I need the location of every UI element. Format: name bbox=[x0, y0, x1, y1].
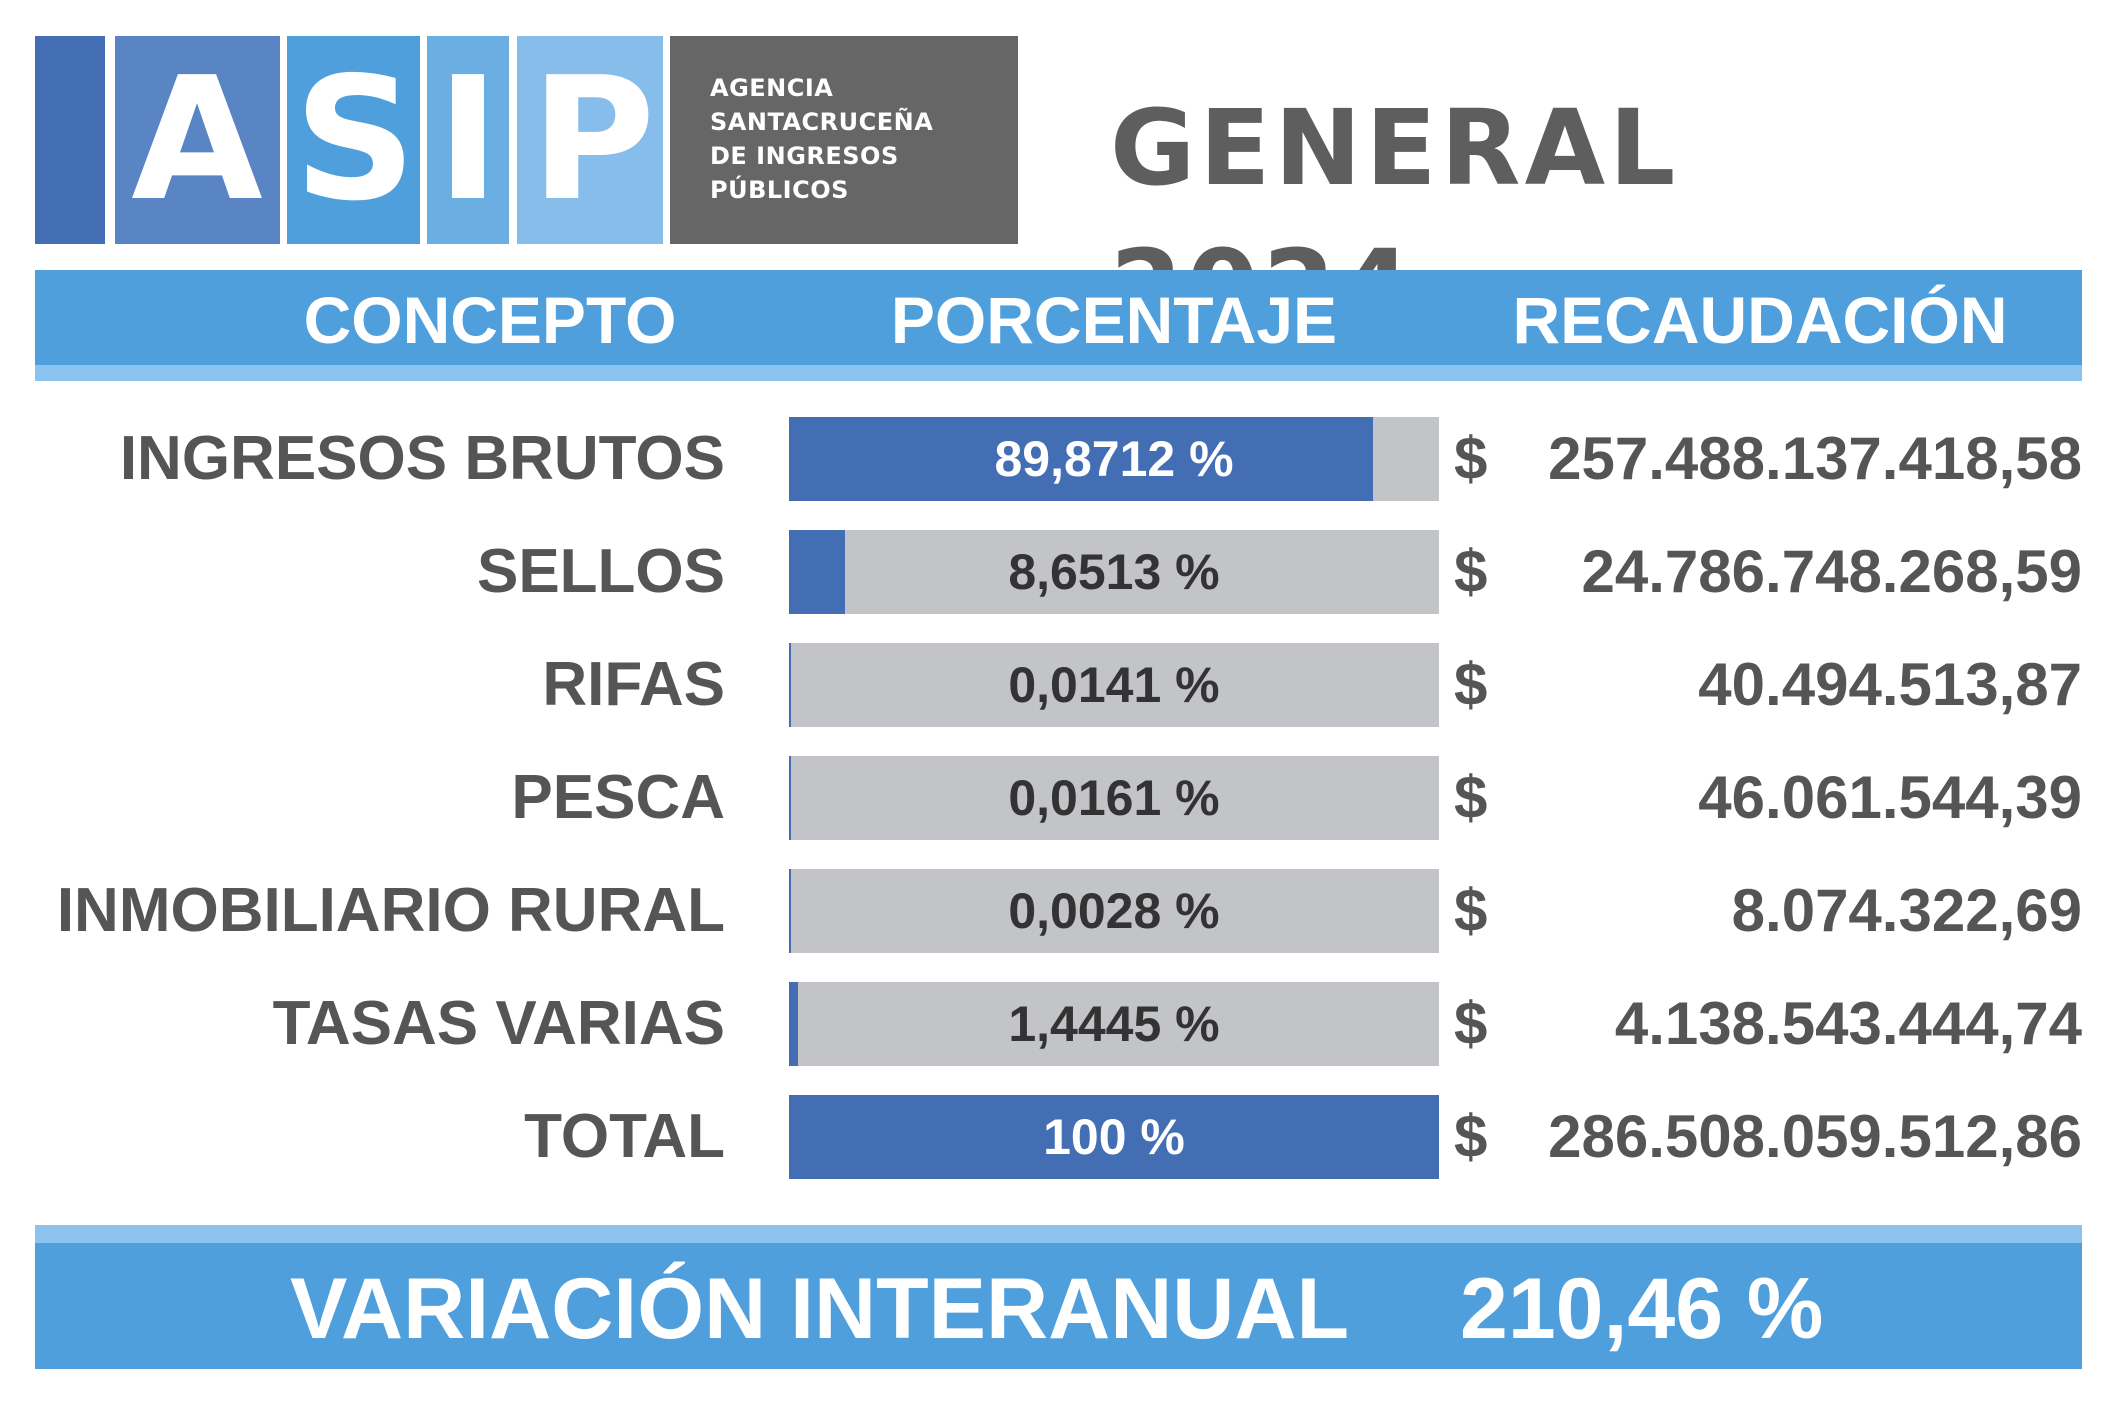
amount-value: 286.508.059.512,86 bbox=[1548, 1103, 2082, 1170]
bar bbox=[789, 643, 791, 727]
currency-symbol: $ bbox=[1454, 990, 1488, 1057]
variation-label: VARIACIÓN INTERANUAL bbox=[290, 1261, 1350, 1357]
agency-line-3: DE INGRESOS bbox=[710, 142, 899, 170]
header-concepto: CONCEPTO bbox=[303, 283, 677, 357]
currency-symbol: $ bbox=[1454, 1103, 1488, 1170]
header-porcentaje: PORCENTAJE bbox=[890, 283, 1338, 357]
bar-track: 0,0161 % bbox=[789, 756, 1439, 840]
logo-block-4 bbox=[427, 36, 509, 244]
amount-value: 40.494.513,87 bbox=[1698, 651, 2082, 718]
bar-category-label: TASAS VARIAS bbox=[272, 989, 725, 1058]
asip-logo: A S I P AGENCIA SANTACRUCEÑA DE INGRESOS… bbox=[35, 36, 1018, 244]
logo-block-5 bbox=[517, 36, 663, 244]
bar bbox=[789, 982, 798, 1066]
logo-letter-s: S bbox=[293, 41, 417, 239]
agency-line-4: PÚBLICOS bbox=[710, 176, 849, 204]
logo-letter-p: P bbox=[530, 41, 656, 239]
amount-value: 46.061.544,39 bbox=[1698, 764, 2082, 831]
bar-category-label: RIFAS bbox=[542, 650, 725, 719]
logo-letter-i: I bbox=[436, 41, 500, 239]
currency-symbol: $ bbox=[1454, 877, 1488, 944]
agency-line-2: SANTACRUCEÑA bbox=[710, 108, 934, 136]
bar-track: 100 % bbox=[789, 1095, 1439, 1179]
agency-line-1: AGENCIA bbox=[710, 74, 834, 102]
bar-value-label: 0,0161 % bbox=[1008, 770, 1220, 826]
agency-name-box: AGENCIA SANTACRUCEÑA DE INGRESOS PÚBLICO… bbox=[670, 36, 1018, 244]
column-header-underline bbox=[35, 365, 2082, 381]
bar-category-label: PESCA bbox=[511, 763, 725, 832]
footer-band bbox=[35, 1243, 2082, 1369]
amount-value: 24.786.748.268,59 bbox=[1581, 538, 2082, 605]
bar-value-label: 0,0028 % bbox=[1008, 883, 1220, 939]
bar bbox=[789, 417, 1373, 501]
amount-value: 4.138.543.444,74 bbox=[1614, 990, 2082, 1057]
bar-track: 89,8712 % bbox=[789, 417, 1439, 501]
bar-value-label: 1,4445 % bbox=[1008, 996, 1220, 1052]
footer-top-strip bbox=[35, 1225, 2082, 1243]
bar-value-label: 8,6513 % bbox=[1008, 544, 1220, 600]
amount-value: 8.074.322,69 bbox=[1731, 877, 2082, 944]
bar bbox=[789, 869, 791, 953]
bar bbox=[789, 530, 845, 614]
bar-track: 0,0028 % bbox=[789, 869, 1439, 953]
variation-value: 210,46 % bbox=[1460, 1261, 1824, 1357]
logo-block-1 bbox=[35, 36, 105, 244]
bar-value-label: 100 % bbox=[1043, 1109, 1185, 1165]
currency-symbol: $ bbox=[1454, 425, 1488, 492]
bar-category-label: INGRESOS BRUTOS bbox=[119, 424, 725, 493]
header-recaudacion: RECAUDACIÓN bbox=[1512, 283, 2008, 357]
bar-value-label: 0,0141 % bbox=[1008, 657, 1220, 713]
logo-block-2 bbox=[115, 36, 280, 244]
bar bbox=[789, 1095, 1439, 1179]
currency-symbol: $ bbox=[1454, 538, 1488, 605]
logo-block-3 bbox=[287, 36, 420, 244]
bar-track: 0,0141 % bbox=[789, 643, 1439, 727]
bar-category-label: INMOBILIARIO RURAL bbox=[56, 876, 725, 945]
bar-value-label: 89,8712 % bbox=[994, 431, 1234, 487]
bar-track: 1,4445 % bbox=[789, 982, 1439, 1066]
bar-track: 8,6513 % bbox=[789, 530, 1439, 614]
logo-letter-a: A bbox=[131, 41, 263, 239]
bar-category-label: TOTAL bbox=[524, 1102, 725, 1171]
currency-symbol: $ bbox=[1454, 764, 1488, 831]
currency-symbol: $ bbox=[1454, 651, 1488, 718]
column-header-band bbox=[35, 270, 2082, 365]
bar-category-label: SELLOS bbox=[476, 537, 725, 606]
amount-value: 257.488.137.418,58 bbox=[1548, 425, 2082, 492]
bar bbox=[789, 756, 791, 840]
